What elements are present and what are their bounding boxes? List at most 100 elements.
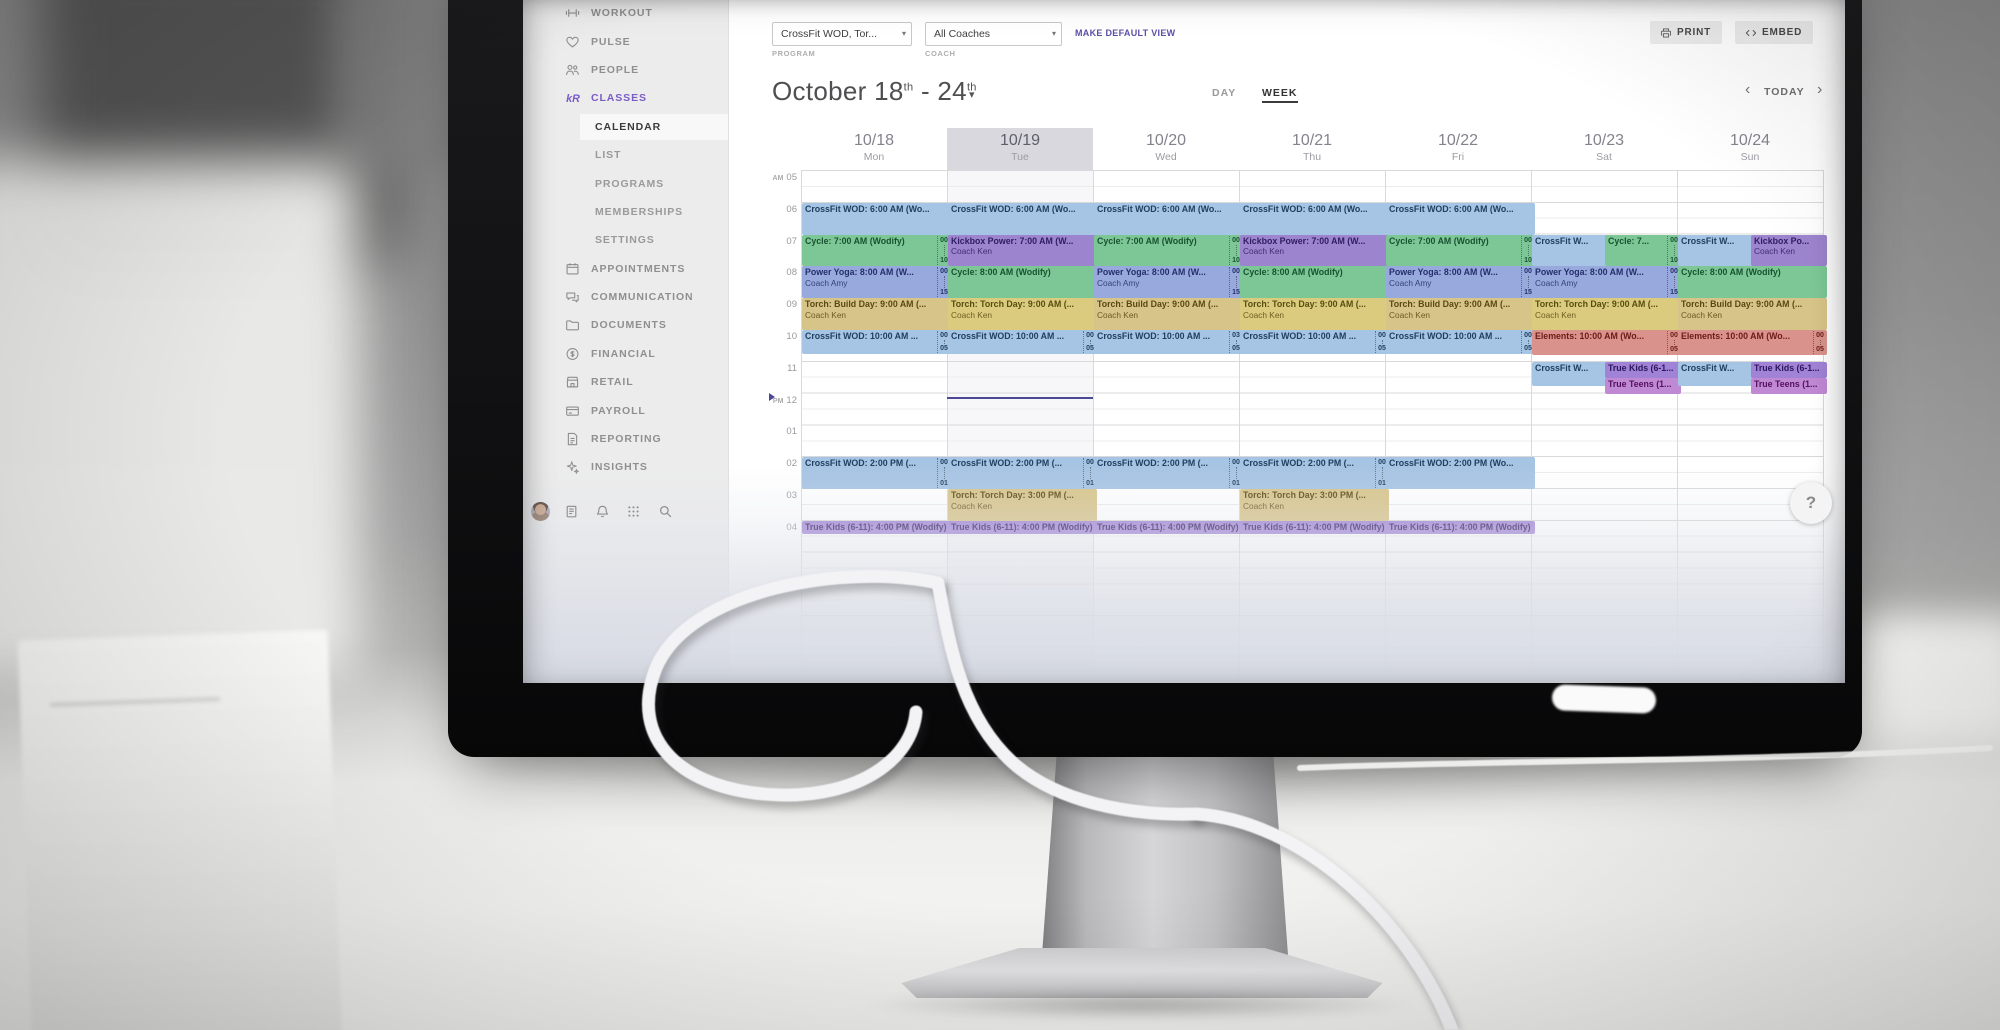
event-attendance-divider (1527, 340, 1529, 344)
calendar-event[interactable]: Cycle: 7... 00 10 (1605, 234, 1681, 267)
calendar-event[interactable]: True Kids (6-11): 4:00 PM (Wodify) (1386, 520, 1535, 535)
event-coach: Coach Ken (1389, 309, 1431, 320)
calendar-event[interactable]: True Kids (6-11): 4:00 PM (Wodify) (948, 520, 1097, 535)
help-button[interactable]: ? (1790, 482, 1832, 524)
calendar-event[interactable]: CrossFit WOD: 6:00 AM (Wo... (1386, 202, 1535, 235)
calendar-event[interactable]: CrossFit WOD: 10:00 AM ... 03 05 (1094, 330, 1243, 354)
calendar-event[interactable]: Kickbox Power: 7:00 AM (W... Coach Ken (948, 234, 1097, 267)
calendar-event[interactable]: CrossFit WOD: 2:00 PM (... 00 01 (1094, 457, 1243, 489)
event-title: Cycle: 8:00 AM (Wodify) (951, 267, 1051, 278)
event-title: CrossFit WOD: 2:00 PM (... (1097, 458, 1208, 469)
event-capacity: 10 (1524, 257, 1532, 265)
background-blur-gray-object (330, 0, 470, 170)
calendar-event[interactable]: Torch: Torch Day: 9:00 AM (... Coach Ken (1532, 298, 1681, 330)
calendar-event[interactable]: CrossFit WOD: 6:00 AM (Wo... (1240, 202, 1389, 235)
calendar-event[interactable]: CrossFit WOD: 10:00 AM ... 00 05 (1386, 330, 1535, 354)
calendar-event[interactable]: Cycle: 8:00 AM (Wodify) (1240, 266, 1389, 299)
calendar-event[interactable]: CrossFit WOD: 10:00 AM ... 00 05 (948, 330, 1097, 354)
calendar-event[interactable]: Power Yoga: 8:00 AM (W... Coach Amy 00 15 (1386, 266, 1535, 299)
calendar-event[interactable]: CrossFit W... (1678, 234, 1754, 267)
calendar-event[interactable]: CrossFit WOD: 2:00 PM (... 00 01 (802, 457, 951, 489)
calendar-event[interactable]: CrossFit W... (1532, 361, 1608, 386)
calendar-event[interactable]: Torch: Build Day: 9:00 AM (... Coach Ken (1386, 298, 1535, 330)
calendar-event[interactable]: Torch: Build Day: 9:00 AM (... Coach Ken (1678, 298, 1827, 330)
calendar-event[interactable]: Cycle: 7:00 AM (Wodify) 00 10 (802, 234, 951, 267)
event-title: Cycle: 7... (1608, 235, 1650, 246)
event-attendance-divider (1673, 276, 1675, 289)
calendar-event[interactable]: Cycle: 8:00 AM (Wodify) (1678, 266, 1827, 299)
event-title: Elements: 10:00 AM (Wo... (1535, 331, 1645, 341)
event-coach: Coach Ken (951, 246, 993, 257)
event-title: True Kids (6-11): 4:00 PM (Wodify) (1389, 521, 1531, 532)
event-title: Torch: Torch Day: 3:00 PM (... (1243, 490, 1366, 500)
calendar-event[interactable]: True Kids (6-1... (1751, 361, 1827, 378)
calendar-event[interactable]: CrossFit WOD: 2:00 PM (... 00 01 (1240, 457, 1389, 489)
event-title: Cycle: 7:00 AM (Wodify) (1389, 235, 1489, 246)
event-attendance: 00 05 (1813, 331, 1826, 354)
event-attended-count: 00 (940, 459, 948, 467)
calendar-event[interactable]: True Kids (6-1... (1605, 361, 1681, 378)
calendar-event[interactable]: True Kids (6-11): 4:00 PM (Wodify) (802, 520, 951, 535)
event-title: True Kids (6-11): 4:00 PM (Wodify) (951, 521, 1093, 532)
event-coach: Coach Ken (951, 309, 993, 320)
event-title: CrossFit W... (1681, 362, 1735, 373)
event-title: True Teens (1... (1608, 378, 1672, 389)
event-attendance-divider (1235, 276, 1237, 289)
event-title: True Teens (1... (1754, 378, 1818, 389)
event-attendance-divider (1381, 340, 1383, 344)
event-attendance-divider (1527, 276, 1529, 289)
calendar-event[interactable]: Torch: Build Day: 9:00 AM (... Coach Ken (802, 298, 951, 330)
calendar-event[interactable]: Torch: Torch Day: 9:00 AM (... Coach Ken (1240, 298, 1389, 330)
event-title: Cycle: 7:00 AM (Wodify) (805, 235, 905, 246)
calendar-event[interactable]: Elements: 10:00 AM (Wo... 00 05 (1532, 330, 1681, 355)
event-title: Torch: Torch Day: 9:00 AM (... (1243, 299, 1367, 310)
calendar-event[interactable]: Power Yoga: 8:00 AM (W... Coach Amy 00 15 (1094, 266, 1243, 299)
calendar-event[interactable]: True Teens (1... (1605, 377, 1681, 394)
event-title: Torch: Build Day: 9:00 AM (... (805, 299, 927, 310)
calendar-event[interactable]: CrossFit W... (1678, 361, 1754, 386)
calendar-event[interactable]: Torch: Torch Day: 9:00 AM (... Coach Ken (948, 298, 1097, 330)
calendar-event[interactable]: Cycle: 7:00 AM (Wodify) 00 10 (1386, 234, 1535, 267)
calendar-event[interactable]: Kickbox Power: 7:00 AM (W... Coach Ken (1240, 234, 1389, 267)
event-title: Torch: Build Day: 9:00 AM (... (1097, 299, 1219, 310)
monitor-stand (1042, 753, 1288, 955)
calendar-event[interactable]: Torch: Torch Day: 3:00 PM (... Coach Ken (1240, 489, 1389, 521)
background-blur-right-desk (1856, 615, 2000, 745)
event-title: Kickbox Po... (1754, 235, 1810, 246)
calendar-event[interactable]: CrossFit WOD: 6:00 AM (Wo... (1094, 202, 1243, 235)
calendar-event[interactable]: Power Yoga: 8:00 AM (W... Coach Amy 00 15 (802, 266, 951, 299)
event-title: Power Yoga: 8:00 AM (W... (1097, 267, 1206, 278)
calendar-event[interactable]: CrossFit WOD: 2:00 PM (Wo... (1386, 457, 1535, 489)
event-attended-count: 00 (1378, 459, 1386, 467)
calendar-event[interactable]: CrossFit WOD: 2:00 PM (... 00 01 (948, 457, 1097, 489)
event-capacity: 01 (1232, 479, 1240, 487)
calendar-event[interactable]: Torch: Build Day: 9:00 AM (... Coach Ken (1094, 298, 1243, 330)
calendar-event[interactable]: Power Yoga: 8:00 AM (W... Coach Amy 00 15 (1532, 266, 1681, 299)
event-title: CrossFit WOD: 10:00 AM ... (805, 331, 919, 341)
event-attendance-divider (1381, 467, 1383, 479)
event-title: Power Yoga: 8:00 AM (W... (1389, 267, 1498, 278)
event-attendance-divider (1235, 467, 1237, 479)
calendar-event[interactable]: CrossFit WOD: 6:00 AM (Wo... (948, 202, 1097, 235)
calendar-event[interactable]: True Teens (1... (1751, 377, 1827, 394)
current-time-line (947, 397, 1093, 400)
event-attendance-divider (1089, 340, 1091, 344)
event-title: Torch: Torch Day: 9:00 AM (... (951, 299, 1075, 310)
event-title: Kickbox Power: 7:00 AM (W... (1243, 235, 1366, 246)
calendar-event[interactable]: Kickbox Po... Coach Ken (1751, 234, 1827, 267)
event-attended-count: 00 (1232, 236, 1240, 244)
event-title: CrossFit WOD: 6:00 AM (Wo... (951, 203, 1076, 214)
calendar-event[interactable]: CrossFit WOD: 10:00 AM ... 00 05 (1240, 330, 1389, 354)
event-capacity: 05 (1524, 344, 1532, 352)
calendar-event[interactable]: CrossFit W... (1532, 234, 1608, 267)
calendar-event[interactable]: True Kids (6-11): 4:00 PM (Wodify) (1094, 520, 1243, 535)
calendar-event[interactable]: Torch: Torch Day: 3:00 PM (... Coach Ken (948, 489, 1097, 521)
calendar-event[interactable]: CrossFit WOD: 10:00 AM ... 00 05 (802, 330, 951, 354)
calendar-event[interactable]: Cycle: 7:00 AM (Wodify) 00 10 (1094, 234, 1243, 267)
calendar-event[interactable]: True Kids (6-11): 4:00 PM (Wodify) (1240, 520, 1389, 535)
event-attended-count: 00 (1670, 236, 1678, 244)
calendar-event[interactable]: Elements: 10:00 AM (Wo... 00 05 (1678, 330, 1827, 355)
calendar-event[interactable]: CrossFit WOD: 6:00 AM (Wo... (802, 202, 951, 235)
calendar-event[interactable]: Cycle: 8:00 AM (Wodify) (948, 266, 1097, 299)
